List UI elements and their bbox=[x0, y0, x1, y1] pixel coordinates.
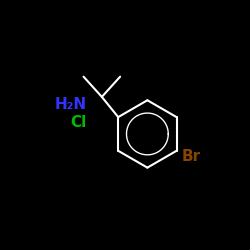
Text: Cl: Cl bbox=[70, 116, 86, 130]
Text: Br: Br bbox=[181, 149, 201, 164]
Text: H₂N: H₂N bbox=[54, 97, 86, 112]
